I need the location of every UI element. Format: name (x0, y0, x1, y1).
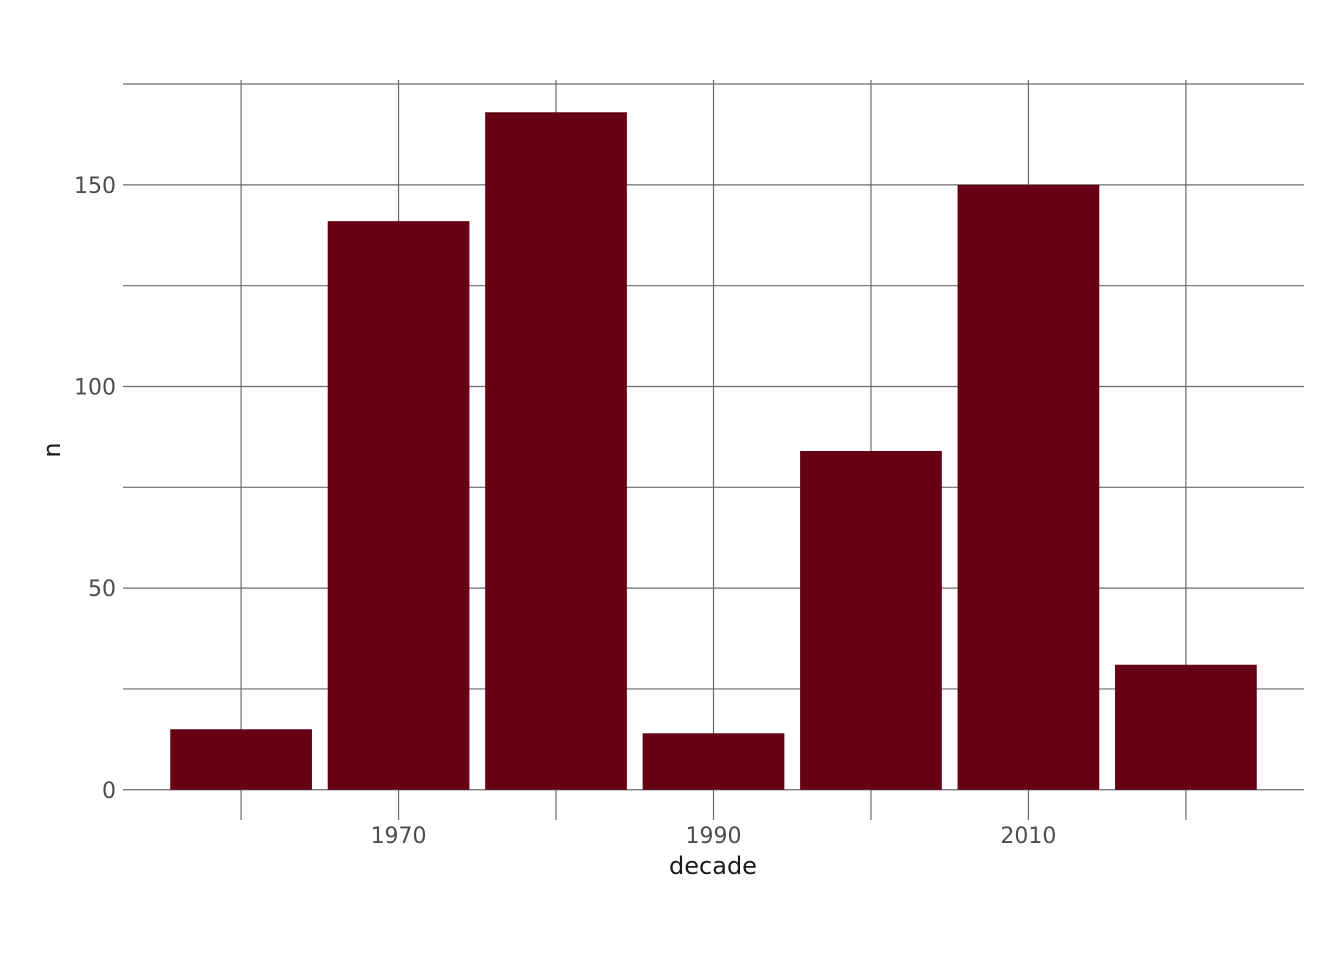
x-axis-title: decade (669, 852, 757, 880)
bars (170, 112, 1257, 790)
y-tick-label: 100 (74, 375, 116, 400)
bar-1960 (170, 729, 312, 790)
bar-2010 (957, 184, 1100, 790)
bar-2020 (1115, 664, 1257, 790)
y-tick-label: 50 (88, 577, 116, 602)
x-axis-ticks: 1970 1990 2010 (371, 824, 1057, 849)
bar-1980 (485, 112, 627, 790)
bar-1990 (642, 733, 785, 790)
bar-1970 (327, 221, 470, 790)
x-tick-label: 2010 (1000, 824, 1056, 849)
y-axis-ticks: 0 50 100 150 (74, 174, 116, 804)
bar-2000 (800, 451, 942, 790)
x-tick-label: 1970 (371, 824, 427, 849)
y-tick-label: 0 (102, 779, 116, 804)
x-tick-label: 1990 (686, 824, 742, 849)
y-axis-title: n (38, 442, 66, 457)
y-tick-label: 150 (74, 174, 116, 199)
